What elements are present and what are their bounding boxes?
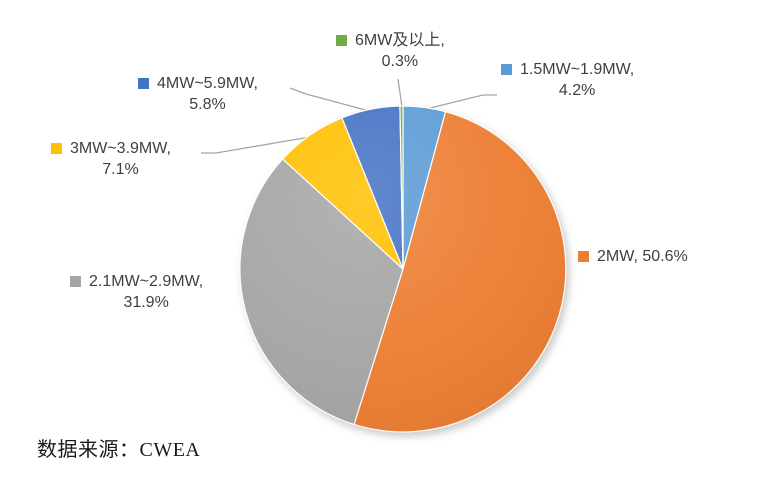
data-label-1-5mw-1-9mw: 1.5MW~1.9MW, 4.2% xyxy=(501,59,634,101)
data-label-2-1mw-2-9mw: 2.1MW~2.9MW, 31.9% xyxy=(70,271,203,313)
data-label-3mw-3-9mw: 3MW~3.9MW, 7.1% xyxy=(51,138,171,180)
legend-marker-2-1mw-2-9mw-icon xyxy=(70,276,81,287)
data-label-pct: 4.2% xyxy=(558,82,596,99)
pie-slices xyxy=(239,105,567,433)
leader-line-1-5mw-1-9mw xyxy=(425,94,497,110)
data-label-text: 6MW及以上, xyxy=(355,32,445,49)
data-label-pct: 7.1% xyxy=(102,161,139,178)
data-label-pct: 0.3% xyxy=(381,53,419,70)
data-label-pct: 5.8% xyxy=(189,96,226,113)
legend-marker-3mw-3-9mw-icon xyxy=(51,143,62,154)
data-label-2mw: 2MW, 50.6% xyxy=(578,246,688,267)
leader-line-4mw-5-9mw xyxy=(289,87,370,112)
data-label-6mw: 6MW及以上, 0.3% xyxy=(336,30,445,72)
legend-marker-4mw-5-9mw-icon xyxy=(138,78,149,89)
data-label-text: 1.5MW~1.9MW, xyxy=(520,61,635,78)
data-label-text: 3MW~3.9MW, xyxy=(70,140,171,157)
data-label-text: 4MW~5.9MW, xyxy=(157,75,258,92)
legend-marker-2mw-icon xyxy=(578,251,589,262)
legend-marker-6mw-icon xyxy=(336,35,347,46)
leader-line-6mw xyxy=(397,78,403,108)
data-label-pct: 31.9% xyxy=(123,294,169,311)
legend-marker-1-5mw-1-9mw-icon xyxy=(501,64,512,75)
source-note: 数据来源：CWEA xyxy=(37,439,201,461)
data-label-text: 2MW, 50.6% xyxy=(597,248,688,265)
data-label-4mw-5-9mw: 4MW~5.9MW, 5.8% xyxy=(138,73,258,115)
data-label-text: 2.1MW~2.9MW, xyxy=(89,273,204,290)
